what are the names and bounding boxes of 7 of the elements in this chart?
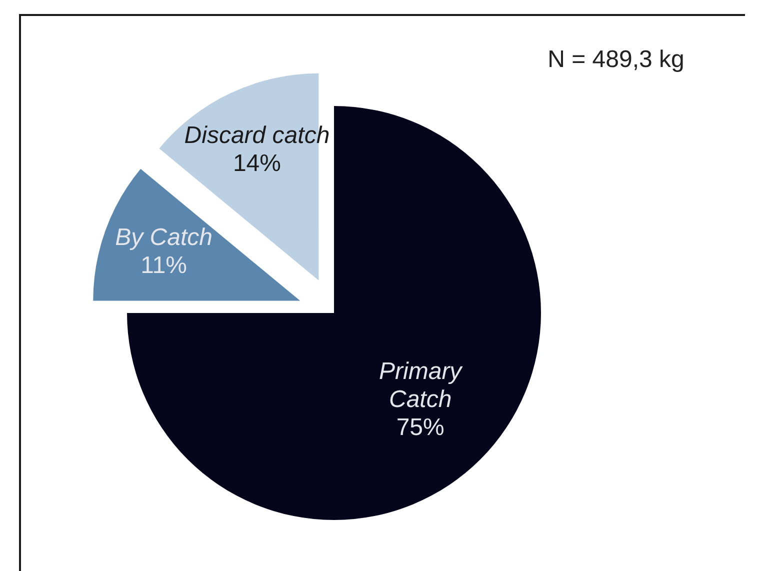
text: N = 489,3 kg	[548, 46, 684, 73]
data-label: 14%	[232, 150, 281, 177]
slice-label: Primary Catch	[379, 358, 464, 413]
data-label: 75%	[396, 414, 444, 441]
data-label: 11%	[140, 252, 187, 280]
slice-label: Discard catch	[184, 122, 330, 149]
slice-label: By Catch	[115, 224, 212, 252]
